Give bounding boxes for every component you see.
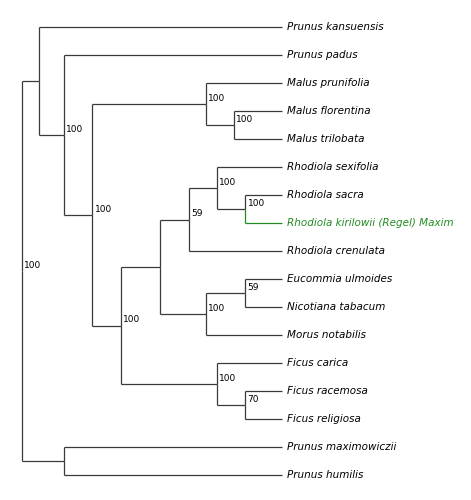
Text: Malus prunifolia: Malus prunifolia xyxy=(287,78,370,88)
Text: Rhodiola sacra: Rhodiola sacra xyxy=(287,190,364,200)
Text: 100: 100 xyxy=(66,125,84,134)
Text: Prunus humilis: Prunus humilis xyxy=(287,470,364,480)
Text: Rhodiola sexifolia: Rhodiola sexifolia xyxy=(287,162,379,172)
Text: 100: 100 xyxy=(24,261,41,270)
Text: Nicotiana tabacum: Nicotiana tabacum xyxy=(287,302,386,312)
Text: Ficus carica: Ficus carica xyxy=(287,358,349,368)
Text: 100: 100 xyxy=(95,204,112,214)
Text: Rhodiola kirilowii (Regel) Maxim: Rhodiola kirilowii (Regel) Maxim xyxy=(287,218,454,228)
Text: Malus florentina: Malus florentina xyxy=(287,106,371,117)
Text: Prunus maximowiczii: Prunus maximowiczii xyxy=(287,442,397,452)
Text: Ficus religiosa: Ficus religiosa xyxy=(287,414,361,424)
Text: Ficus racemosa: Ficus racemosa xyxy=(287,386,368,396)
Text: 100: 100 xyxy=(248,199,265,208)
Text: 100: 100 xyxy=(208,94,225,103)
Text: 100: 100 xyxy=(219,178,236,187)
Text: Rhodiola crenulata: Rhodiola crenulata xyxy=(287,246,385,256)
Text: 70: 70 xyxy=(248,395,259,404)
Text: 59: 59 xyxy=(191,210,203,218)
Text: Prunus kansuensis: Prunus kansuensis xyxy=(287,22,384,32)
Text: Morus notabilis: Morus notabilis xyxy=(287,330,366,340)
Text: Malus trilobata: Malus trilobata xyxy=(287,134,365,144)
Text: Prunus padus: Prunus padus xyxy=(287,50,358,60)
Text: Eucommia ulmoides: Eucommia ulmoides xyxy=(287,274,392,284)
Text: 59: 59 xyxy=(248,283,259,292)
Text: 100: 100 xyxy=(208,304,225,313)
Text: 100: 100 xyxy=(123,316,140,324)
Text: 100: 100 xyxy=(236,115,253,124)
Text: 100: 100 xyxy=(219,374,236,383)
